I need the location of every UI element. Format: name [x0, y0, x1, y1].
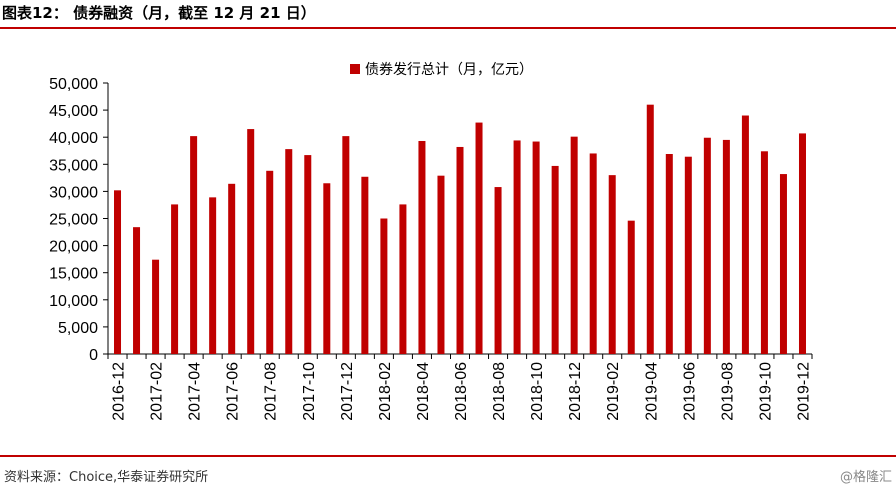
bar — [152, 259, 160, 354]
bar — [513, 140, 521, 354]
bar-chart: 0 5,000 10,000 15,000 20,000 25,000 30,000 35,0… — [49, 62, 813, 421]
x-tick-label: 2017-04 — [187, 362, 204, 421]
y-tick-label: 45,000 — [49, 103, 98, 120]
bar — [589, 153, 597, 354]
bar — [209, 197, 217, 354]
x-tick-label: 2019-02 — [605, 362, 622, 421]
y-axis-ticks: 0 5,000 10,000 15,000 20,000 25,000 30,000 35,0… — [49, 76, 108, 364]
bar — [798, 133, 806, 354]
y-tick-label: 50,000 — [49, 76, 98, 93]
x-tick-label: 2017-10 — [301, 362, 318, 421]
figure-title: 图表12： 债券融资（月，截至 12 月 21 日） — [2, 4, 316, 22]
y-tick-label: 5,000 — [58, 320, 98, 337]
watermark: @格隆汇 — [839, 470, 892, 485]
bar — [684, 156, 692, 354]
x-tick-label: 2018-04 — [415, 362, 432, 421]
bar-series — [114, 104, 806, 355]
bar — [570, 136, 578, 354]
bar — [760, 151, 768, 354]
bar — [266, 170, 274, 354]
bottom-rule — [0, 455, 896, 457]
bar — [228, 183, 236, 354]
x-axis-ticks: 2016-12 2017-02 2017-04 2017-06 2017-08 2017-… — [107, 354, 813, 421]
source-note: 资料来源：Choice,华泰证券研究所 — [4, 470, 209, 485]
legend: 债券发行总计（月，亿元） — [350, 62, 533, 78]
x-tick-label: 2017-08 — [263, 362, 280, 421]
bar — [665, 154, 673, 354]
bar — [532, 141, 540, 354]
bar — [114, 190, 122, 354]
x-tick-label: 2017-06 — [225, 362, 242, 421]
bar — [627, 220, 635, 354]
bar — [608, 175, 616, 354]
x-tick-label: 2019-08 — [719, 362, 736, 421]
y-tick-label: 25,000 — [49, 212, 98, 229]
x-tick-label: 2018-06 — [453, 362, 470, 421]
x-tick-label: 2019-04 — [643, 362, 660, 421]
x-tick-label: 2019-06 — [681, 362, 698, 421]
bar — [741, 115, 749, 355]
bar — [133, 227, 141, 354]
bar — [703, 137, 711, 354]
x-tick-label: 2016-12 — [111, 362, 128, 421]
bar — [646, 104, 654, 355]
legend-swatch — [350, 64, 360, 74]
y-tick-label: 35,000 — [49, 157, 98, 174]
y-tick-label: 15,000 — [49, 266, 98, 283]
bar — [722, 139, 730, 354]
y-tick-label: 20,000 — [49, 239, 98, 256]
bar — [380, 218, 388, 354]
bar — [323, 183, 331, 354]
bar — [437, 175, 445, 354]
x-tick-label: 2018-02 — [377, 362, 394, 421]
x-tick-label: 2019-10 — [757, 362, 774, 421]
top-rule — [0, 27, 896, 29]
bar — [361, 176, 369, 354]
bar — [399, 204, 407, 354]
x-tick-label: 2018-10 — [529, 362, 546, 421]
x-tick-label: 2017-12 — [339, 362, 356, 421]
x-tick-label: 2018-08 — [491, 362, 508, 421]
y-tick-label: 10,000 — [49, 293, 98, 310]
bar — [779, 174, 787, 354]
bar — [190, 136, 198, 354]
bar — [494, 187, 502, 354]
y-tick-label: 30,000 — [49, 184, 98, 201]
bar — [456, 146, 464, 354]
bar — [342, 136, 350, 354]
bar — [551, 165, 559, 354]
bar — [418, 140, 426, 354]
x-tick-label: 2019-12 — [796, 362, 813, 421]
bar — [247, 129, 255, 354]
legend-label: 债券发行总计（月，亿元） — [365, 62, 533, 78]
y-tick-label: 0 — [89, 347, 98, 364]
bar — [171, 204, 179, 354]
bar — [475, 122, 483, 354]
x-tick-label: 2017-02 — [149, 362, 166, 421]
y-tick-label: 40,000 — [49, 130, 98, 147]
bar — [304, 155, 312, 354]
x-tick-label: 2018-12 — [567, 362, 584, 421]
bar — [285, 149, 293, 354]
